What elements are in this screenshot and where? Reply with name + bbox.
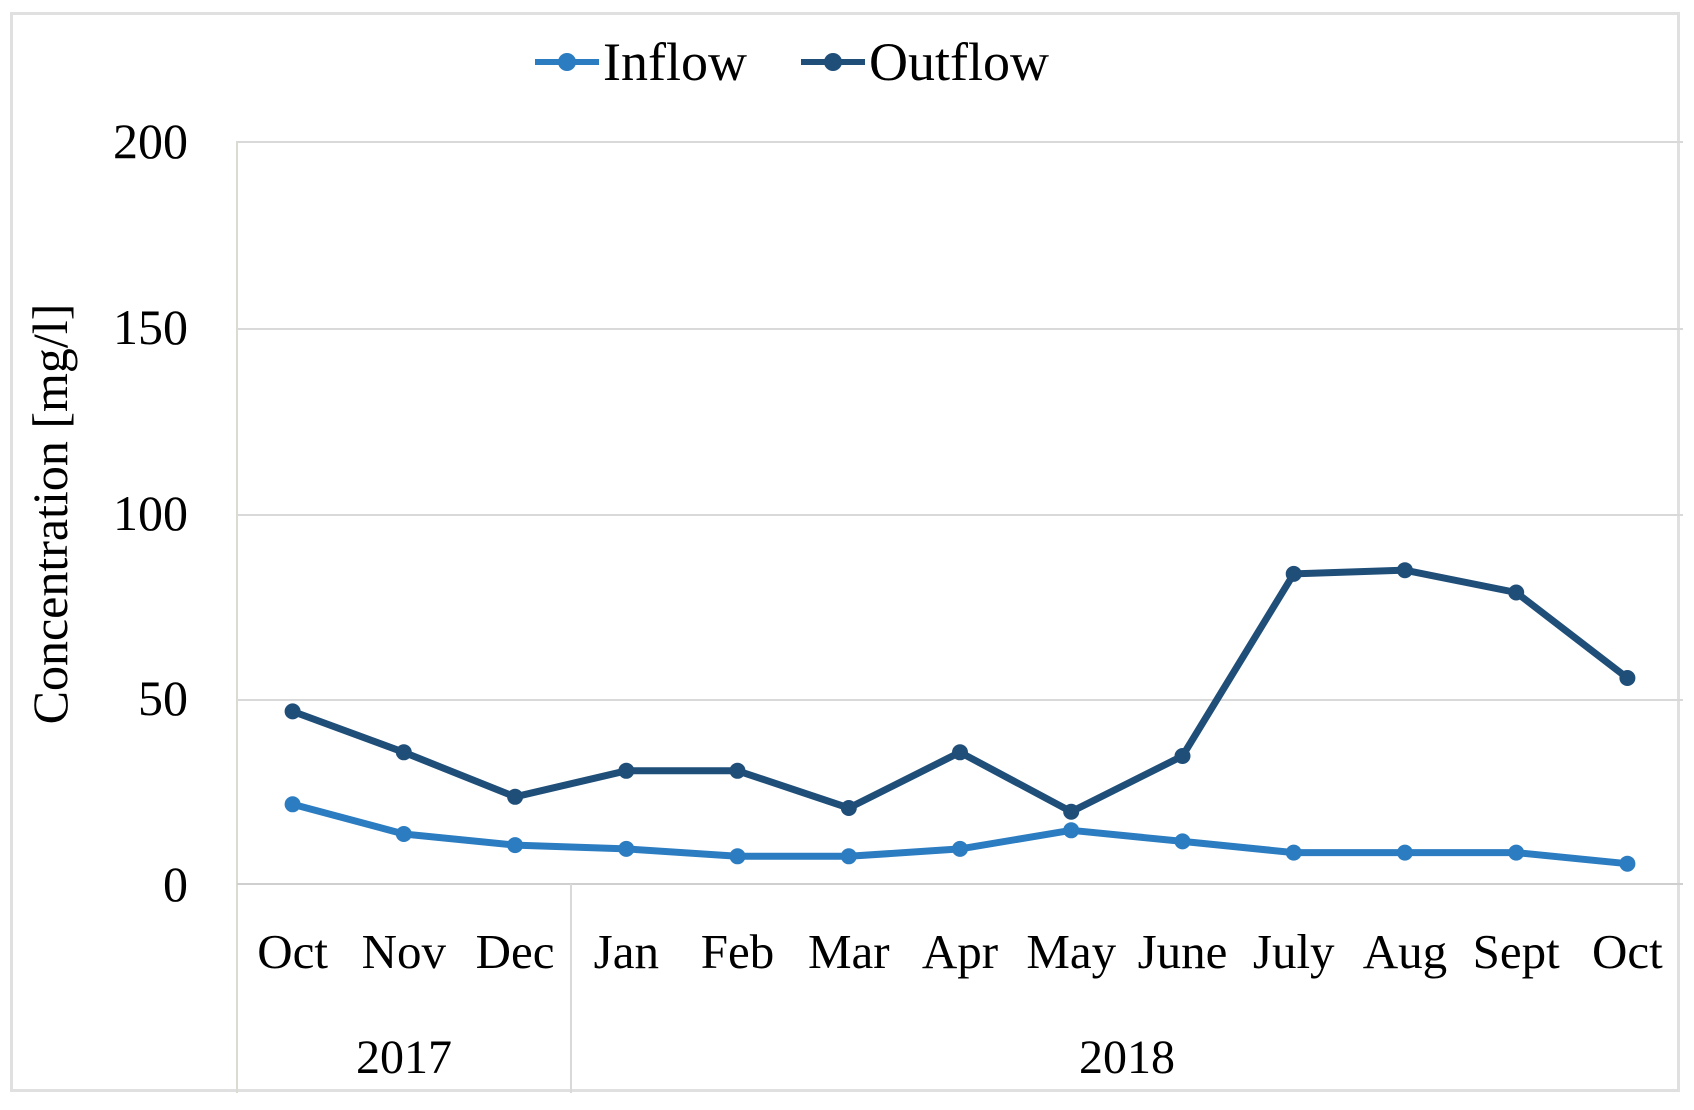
outflow-data-point-dec-2 xyxy=(507,788,524,805)
inflow-data-point-aug-10 xyxy=(1396,844,1413,861)
y-tick-label-50: 50 xyxy=(138,670,188,727)
month-label-aug-10: Aug xyxy=(1362,924,1448,979)
inflow-data-point-sept-11 xyxy=(1508,844,1525,861)
inflow-data-point-dec-2 xyxy=(507,837,524,854)
y-tick-label-150: 150 xyxy=(113,298,188,355)
gridline-100 xyxy=(237,513,1683,516)
year-label-2017: 2017 xyxy=(356,1031,452,1084)
outflow-data-point-apr-6 xyxy=(952,744,968,761)
month-label-sept-11: Sept xyxy=(1472,924,1560,979)
year-divider-line xyxy=(570,884,572,1093)
outflow-series-line xyxy=(284,562,1636,820)
line-chart-canvas xyxy=(284,562,1636,872)
month-label-apr-6: Apr xyxy=(921,924,999,979)
x-axis-month-labels: Oct Nov Dec Jan Feb Mar Apr May June July Aug Sept O… xyxy=(237,922,1683,982)
month-label-mar-5: Mar xyxy=(807,924,890,979)
outflow-data-point-aug-10 xyxy=(1396,562,1413,579)
inflow-data-point-oct-0 xyxy=(284,796,301,813)
inflow-data-point-nov-1 xyxy=(395,826,412,842)
y-axis-line xyxy=(236,141,238,1093)
chart-legend: Inflow Outflow xyxy=(0,26,1639,98)
plot-area xyxy=(237,141,1683,886)
gridline-150 xyxy=(237,327,1683,330)
outflow-data-point-oct-0 xyxy=(284,703,301,720)
month-label-july-9: July xyxy=(1252,924,1335,979)
legend-item-outflow: Outflow xyxy=(800,32,1049,92)
outflow-legend-marker-icon xyxy=(800,53,865,71)
y-tick-label-0: 0 xyxy=(163,856,188,912)
outflow-data-point-mar-5 xyxy=(840,800,857,816)
month-label-june-8: June xyxy=(1137,924,1228,979)
month-label-jan-3: Jan xyxy=(593,924,659,979)
outflow-data-point-july-9 xyxy=(1285,565,1302,582)
outflow-data-point-oct-12 xyxy=(1619,670,1636,686)
gridline-50 xyxy=(237,699,1683,702)
outflow-data-point-sept-11 xyxy=(1508,584,1525,601)
y-tick-label-200: 200 xyxy=(113,113,188,169)
inflow-data-point-july-9 xyxy=(1285,844,1302,861)
legend-item-inflow: Inflow xyxy=(535,35,747,89)
inflow-data-point-oct-12 xyxy=(1619,855,1636,872)
y-tick-label-100: 100 xyxy=(113,484,188,541)
month-label-oct-0: Oct xyxy=(257,924,328,979)
inflow-data-point-jan-3 xyxy=(618,840,635,857)
outflow-data-point-nov-1 xyxy=(395,744,412,761)
month-label-nov-1: Nov xyxy=(361,924,447,979)
x-axis-line xyxy=(237,883,1683,885)
legend-label: Outflow xyxy=(868,32,1049,92)
inflow-data-point-mar-5 xyxy=(840,848,857,865)
inflow-series-line xyxy=(284,796,1636,872)
inflow-data-point-june-8 xyxy=(1174,833,1191,850)
outflow-data-point-jan-3 xyxy=(618,762,635,779)
year-label-2018: 2018 xyxy=(1079,1031,1175,1084)
outflow-data-point-feb-4 xyxy=(729,762,746,779)
inflow-data-point-apr-6 xyxy=(952,840,968,857)
month-label-may-7: May xyxy=(1026,924,1117,979)
outflow-data-point-may-7 xyxy=(1063,803,1080,820)
month-label-oct-12: Oct xyxy=(1592,924,1663,979)
month-label-feb-4: Feb xyxy=(700,924,775,979)
inflow-data-point-feb-4 xyxy=(729,848,746,865)
outflow-data-point-june-8 xyxy=(1174,748,1191,764)
inflow-legend-marker-icon xyxy=(535,53,600,71)
month-label-dec-2: Dec xyxy=(475,924,555,979)
inflow-data-point-may-7 xyxy=(1063,822,1080,839)
figure-frame xyxy=(10,12,1680,1092)
legend-label: Inflow xyxy=(603,32,747,92)
